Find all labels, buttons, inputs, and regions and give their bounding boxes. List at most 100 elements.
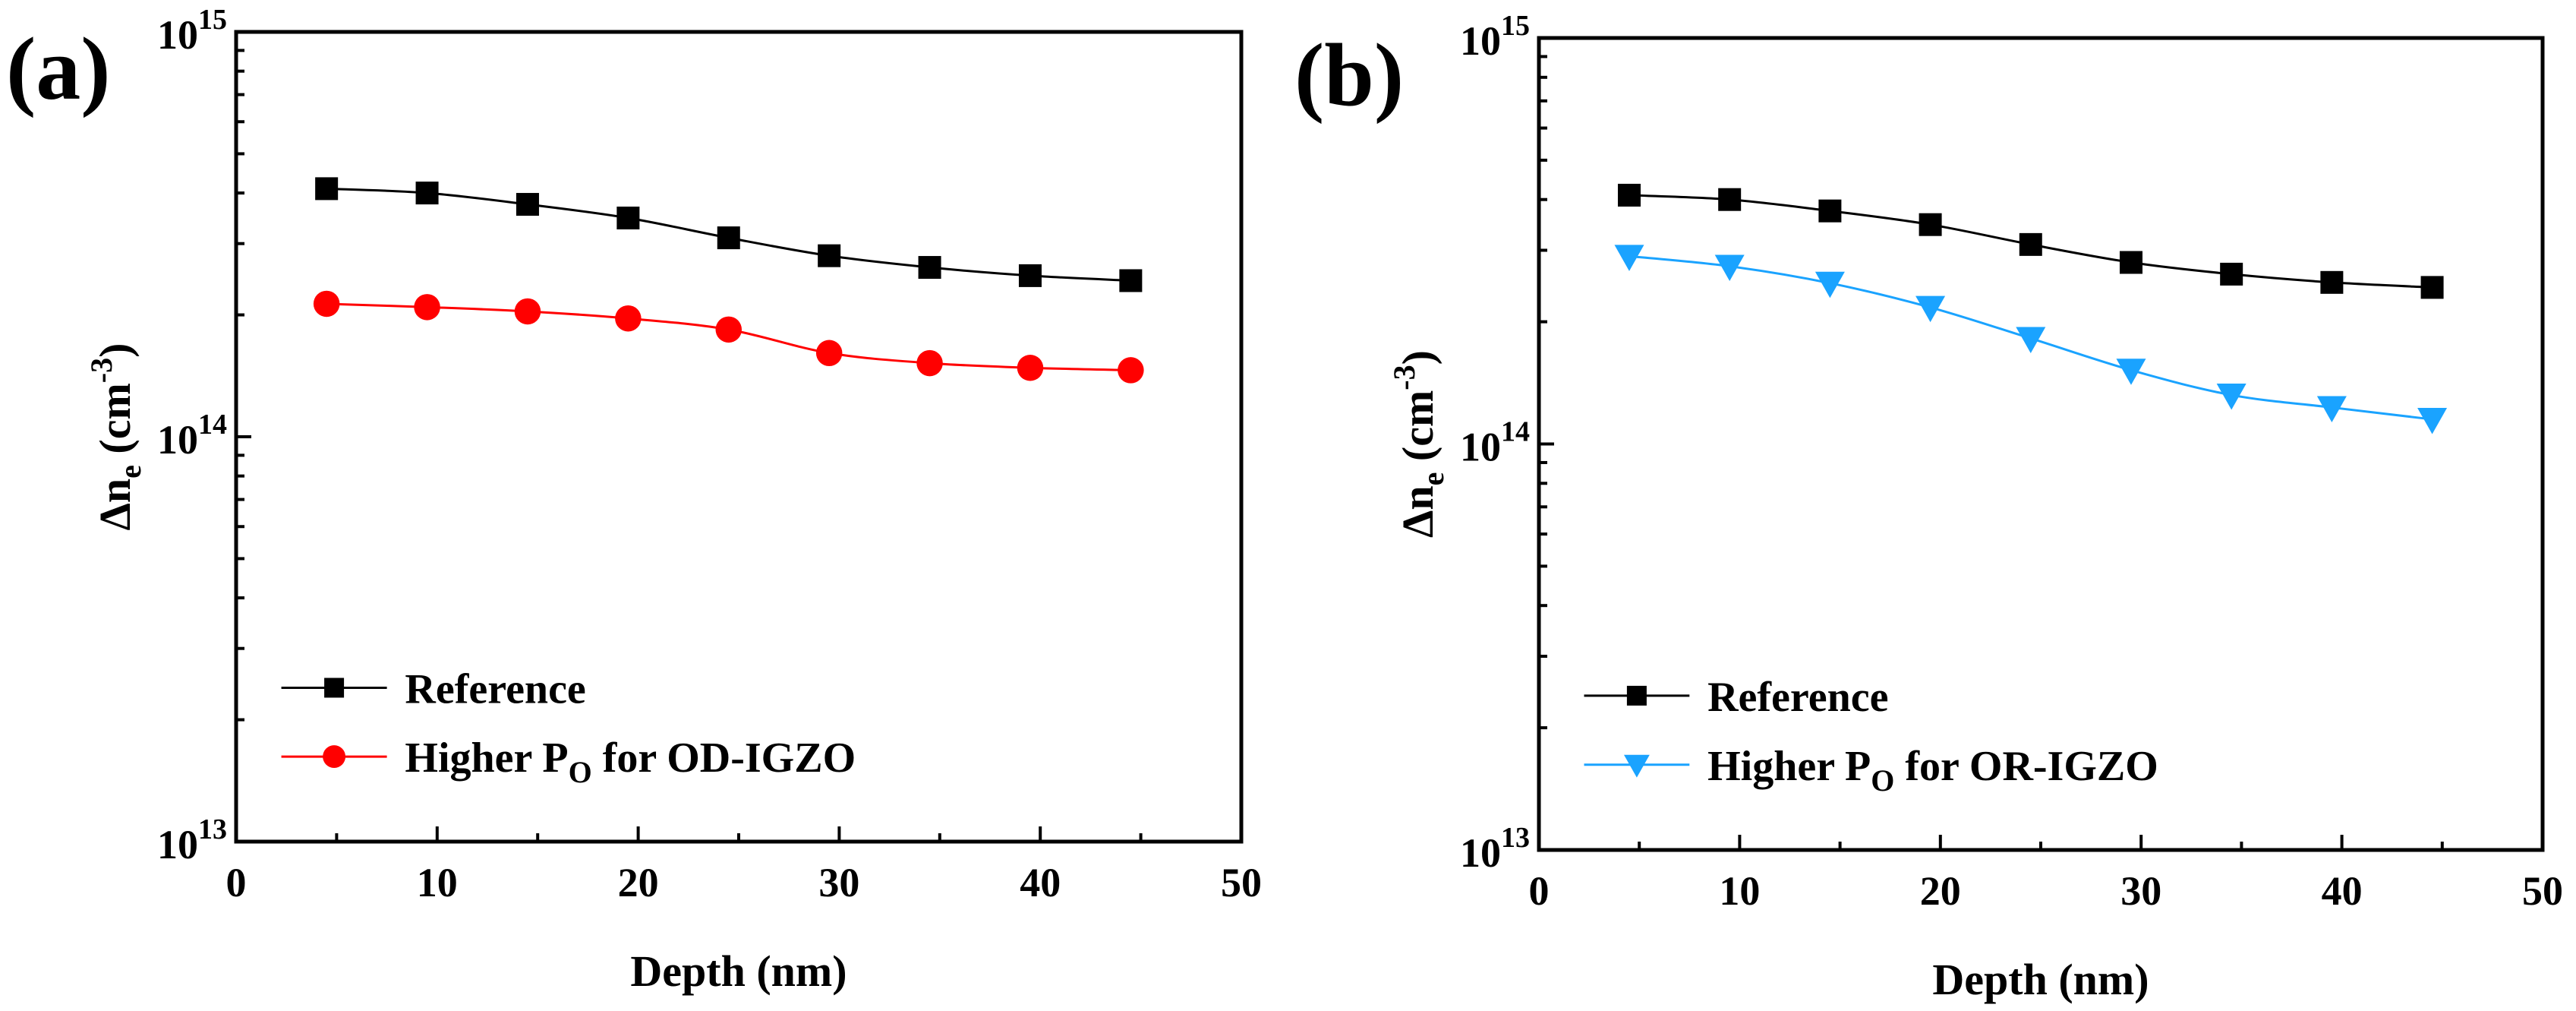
x-axis-title: Depth (nm) xyxy=(630,946,847,996)
data-point xyxy=(818,244,841,267)
data-point xyxy=(717,226,740,250)
legend-subscript: O xyxy=(569,755,592,789)
data-point xyxy=(2417,408,2448,434)
legend-subscript: O xyxy=(1871,763,1894,798)
legend-marker xyxy=(1623,754,1650,778)
y-tick-label: 1014 xyxy=(1460,416,1530,470)
data-point xyxy=(2116,359,2146,385)
legend-text: for OD-IGZO xyxy=(592,735,856,782)
series-reference xyxy=(315,177,1143,292)
x-tick-label: 30 xyxy=(818,860,859,905)
y-title-superscript: -3 xyxy=(1387,365,1421,390)
x-tick-label: 20 xyxy=(618,860,659,905)
data-point xyxy=(1915,295,1946,323)
panel-label: (a) xyxy=(6,19,111,118)
x-tick-label: 40 xyxy=(1020,860,1061,905)
data-point xyxy=(1818,199,1842,223)
x-axis-title: Depth (nm) xyxy=(1932,955,2149,1004)
y-tick-exponent: 14 xyxy=(198,409,227,441)
y-tick-label: 1015 xyxy=(1460,10,1530,64)
data-point xyxy=(916,349,943,377)
legend-text: for OR-IGZO xyxy=(1894,743,2158,790)
x-tick-label: 20 xyxy=(1920,868,1961,914)
legend-text: Higher P xyxy=(405,735,568,782)
legend-label: Reference xyxy=(405,665,585,712)
x-tick-label: 10 xyxy=(417,860,458,905)
y-title-close: ) xyxy=(90,343,140,358)
plot-frame xyxy=(234,30,1244,844)
y-tick-label: 1013 xyxy=(157,814,227,867)
data-point xyxy=(2119,251,2142,274)
y-title-subscript: e xyxy=(1416,472,1450,486)
data-point xyxy=(2320,270,2344,294)
y-title-unit: (cm xyxy=(1393,390,1442,472)
series-higher-po-for-od-igzo xyxy=(313,290,1144,384)
y-title-unit: (cm xyxy=(90,383,140,465)
y-tick-base: 10 xyxy=(1460,425,1501,470)
y-tick-label: 1013 xyxy=(1460,822,1530,876)
data-point xyxy=(414,294,440,321)
x-tick-label: 40 xyxy=(2322,868,2363,914)
data-point xyxy=(918,256,941,280)
legend-entry: Reference xyxy=(281,665,586,712)
y-title-subscript: e xyxy=(113,465,147,479)
data-point xyxy=(1919,213,1942,236)
y-title-main: Δn xyxy=(1393,485,1442,538)
y-title-superscript: -3 xyxy=(84,358,118,383)
legend-entry: Reference xyxy=(1584,674,1888,721)
data-point xyxy=(615,305,642,332)
data-point xyxy=(1118,357,1144,384)
y-tick-base: 10 xyxy=(157,417,198,463)
y-tick-label: 1014 xyxy=(157,409,227,463)
y-title-close: ) xyxy=(1393,350,1442,365)
x-tick-label: 50 xyxy=(1221,860,1262,905)
y-axis-title: Δne (cm-3) xyxy=(1387,350,1450,538)
data-point xyxy=(313,290,340,318)
plot-frame xyxy=(1537,36,2545,852)
y-axis-title: Δne (cm-3) xyxy=(84,343,147,531)
y-tick-base: 10 xyxy=(157,12,198,58)
series-higher-po-for-or-igzo xyxy=(1614,245,2448,434)
data-point xyxy=(815,340,843,367)
y-tick-base: 10 xyxy=(157,822,198,867)
legend-label: Higher PO for OD-IGZO xyxy=(405,735,856,789)
y-tick-label: 1015 xyxy=(157,4,227,58)
x-tick-label: 50 xyxy=(2522,868,2563,914)
legend-marker xyxy=(323,745,346,769)
legend-label: Higher PO for OR-IGZO xyxy=(1707,743,2158,798)
data-point xyxy=(1617,183,1641,207)
legend-text: Reference xyxy=(1707,674,1888,721)
y-tick-exponent: 13 xyxy=(198,814,227,845)
y-tick-exponent: 13 xyxy=(1501,822,1530,854)
data-point xyxy=(516,193,539,216)
data-point xyxy=(715,316,743,343)
data-point xyxy=(1119,269,1143,292)
data-point xyxy=(1018,264,1042,287)
data-point xyxy=(1714,254,1745,282)
y-tick-exponent: 14 xyxy=(1501,416,1530,448)
data-point xyxy=(616,207,640,230)
data-point xyxy=(2220,262,2243,286)
legend-entry: Higher PO for OD-IGZO xyxy=(281,735,856,789)
data-point xyxy=(1815,271,1845,299)
y-tick-exponent: 15 xyxy=(1501,10,1530,42)
y-title-main: Δn xyxy=(90,479,140,531)
data-point xyxy=(2420,276,2444,299)
x-tick-label: 0 xyxy=(226,860,247,905)
legend-text: Reference xyxy=(405,665,585,712)
data-point xyxy=(2216,384,2247,410)
data-point xyxy=(1017,355,1044,381)
legend-marker xyxy=(1626,685,1647,706)
legend-label: Reference xyxy=(1707,674,1888,721)
panel-label: (b) xyxy=(1294,25,1404,125)
data-point xyxy=(415,182,439,205)
y-tick-base: 10 xyxy=(1460,18,1501,64)
data-point xyxy=(2316,396,2347,422)
x-tick-label: 0 xyxy=(1529,868,1550,914)
data-point xyxy=(1614,245,1644,271)
x-tick-label: 10 xyxy=(1719,868,1760,914)
legend-entry: Higher PO for OR-IGZO xyxy=(1584,743,2158,798)
